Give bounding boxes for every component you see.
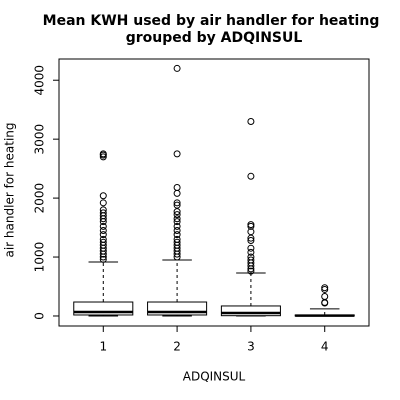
outlier [99,218,107,226]
outlier [173,222,181,230]
outlier [247,267,255,275]
outlier [173,64,181,72]
outlier [173,215,181,223]
outlier [99,255,107,263]
x-axis-label: ADQINSUL [183,370,246,384]
x-tick-label: 3 [247,340,255,354]
outlier [173,253,181,261]
y-tick-label: 0 [33,312,47,320]
outlier [247,265,255,273]
outlier [321,293,329,301]
box [220,305,281,317]
outlier [247,172,255,180]
y-tick-label: 3000 [33,124,47,155]
outlier [99,222,107,230]
chart-title: Mean KWH used by air handler for heating [43,13,380,29]
y-tick-label: 4000 [33,65,47,96]
outlier [321,299,329,307]
x-tick-label: 2 [173,340,181,354]
outlier [247,262,255,270]
outlier [173,150,181,158]
outlier [173,218,181,226]
y-tick-label: 1000 [33,242,47,273]
outlier [247,244,255,252]
outlier [99,231,107,239]
x-tick-label: 4 [321,340,329,354]
outlier [99,227,107,235]
outlier [99,215,107,223]
outlier [247,237,255,245]
outlier [247,234,255,242]
outlier [173,211,181,219]
outlier [99,250,107,258]
outlier [99,153,107,161]
x-tick-label: 1 [99,340,107,354]
outlier [99,192,107,200]
outlier [247,117,255,125]
outlier [99,199,107,207]
y-tick-label: 2000 [33,183,47,214]
outlier [173,199,181,207]
outlier [173,208,181,216]
outlier [173,189,181,197]
outlier [99,253,107,261]
y-axis-label: air handler for heating [3,123,17,258]
outlier [247,222,255,230]
plot-frame [58,58,370,327]
outlier [173,250,181,258]
outlier [321,285,329,293]
chart-title: grouped by ADQINSUL [126,30,303,46]
outlier [247,248,255,256]
outlier [173,231,181,239]
outlier [173,227,181,235]
outlier [173,183,181,191]
